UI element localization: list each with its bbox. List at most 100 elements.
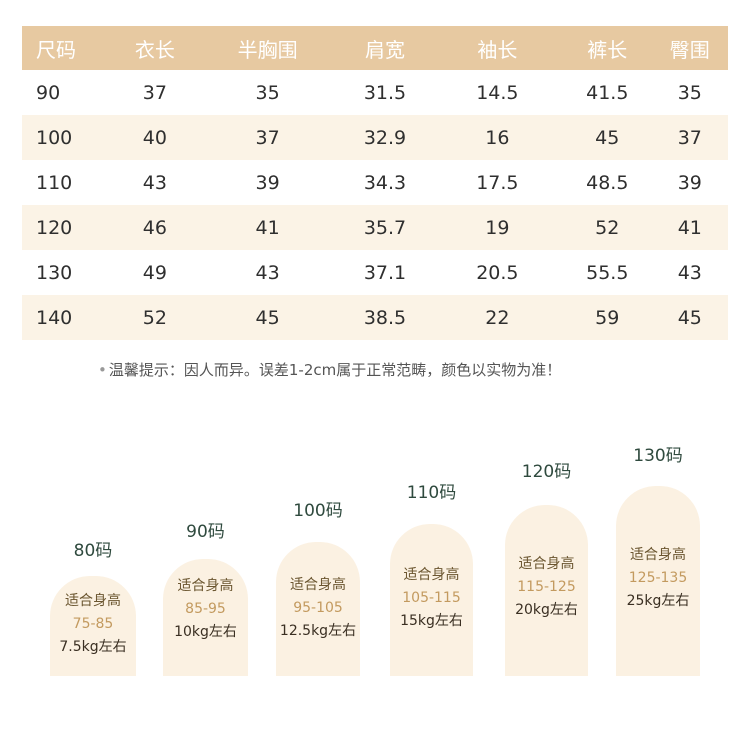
weight-value: 12.5kg左右 xyxy=(279,623,357,639)
table-row: 140 52 45 38.5 22 59 45 xyxy=(22,295,728,340)
size-info: 适合身高 75-85 7.5kg左右 xyxy=(50,590,136,659)
table-cell: 22 xyxy=(431,295,563,340)
height-range: 105-115 xyxy=(402,590,461,606)
size-label: 100码 xyxy=(293,501,343,521)
table-row: 100 40 37 32.9 16 45 37 xyxy=(22,115,728,160)
table-row: 130 49 43 37.1 20.5 55.5 43 xyxy=(22,250,728,295)
size-guide-110: 110码 适合身高 105-115 15kg左右 xyxy=(390,478,473,676)
height-range: 125-135 xyxy=(628,570,688,586)
table-cell: 59 xyxy=(562,295,652,340)
table-cell: 90 xyxy=(36,81,61,104)
size-chart-table: 尺码 衣长 半胸围 肩宽 袖长 裤长 臀围 90 37 35 31.5 14.5… xyxy=(22,26,728,340)
fit-height-label: 适合身高 xyxy=(518,556,575,572)
tip-text: 温馨提示：因人而异。误差1-2cm属于正常范畴，颜色以实物为准！ xyxy=(108,361,562,379)
table-cell: 37.1 xyxy=(363,261,407,284)
table-cell: 37 xyxy=(651,115,728,160)
header-pants-length: 裤长 xyxy=(562,26,652,70)
fit-height-label: 适合身高 xyxy=(65,593,121,609)
table-cell: 52 xyxy=(562,205,652,250)
size-guide-80: 80码 适合身高 75-85 7.5kg左右 xyxy=(50,536,136,676)
table-cell: 100 xyxy=(22,115,113,160)
table-cell: 37 xyxy=(142,81,167,104)
weight-value: 10kg左右 xyxy=(174,624,237,640)
size-guide-120: 120码 适合身高 115-125 20kg左右 xyxy=(505,457,588,676)
size-arch: 适合身高 105-115 15kg左右 xyxy=(390,524,473,676)
size-info: 适合身高 85-95 10kg左右 xyxy=(163,575,248,644)
table-cell: 17.5 xyxy=(476,171,519,194)
table-cell: 20.5 xyxy=(476,261,519,284)
header-shoulder: 肩宽 xyxy=(338,26,432,70)
table-cell: 39 xyxy=(255,171,280,194)
table-header-row: 尺码 衣长 半胸围 肩宽 袖长 裤长 臀围 xyxy=(22,26,728,70)
table-cell: 49 xyxy=(142,261,167,284)
table-cell: 34.3 xyxy=(363,171,407,194)
fit-height-label: 适合身高 xyxy=(403,567,460,583)
table-cell: 38.5 xyxy=(338,295,432,340)
height-range: 75-85 xyxy=(72,616,114,632)
header-hip: 臀围 xyxy=(651,26,728,70)
size-info: 适合身高 105-115 15kg左右 xyxy=(390,564,473,633)
table-cell: 37 xyxy=(196,115,339,160)
table-cell: 19 xyxy=(431,205,563,250)
weight-value: 20kg左右 xyxy=(515,602,578,618)
table-cell: 16 xyxy=(431,115,563,160)
size-arch: 适合身高 85-95 10kg左右 xyxy=(163,559,248,676)
table-row: 120 46 41 35.7 19 52 41 xyxy=(22,205,728,250)
table-cell: 31.5 xyxy=(363,81,407,104)
size-label: 130码 xyxy=(633,446,683,466)
table-cell: 120 xyxy=(22,205,113,250)
size-label: 120码 xyxy=(521,462,572,482)
fit-height-label: 适合身高 xyxy=(290,577,346,593)
weight-value: 25kg左右 xyxy=(626,593,690,609)
table-cell: 35 xyxy=(255,81,280,104)
weight-value: 15kg左右 xyxy=(400,613,463,629)
table-cell: 46 xyxy=(112,205,197,250)
height-range: 85-95 xyxy=(185,601,226,617)
height-range: 115-125 xyxy=(517,579,576,595)
table-cell: 32.9 xyxy=(338,115,432,160)
table-cell: 40 xyxy=(112,115,197,160)
table-cell: 41 xyxy=(651,205,728,250)
header-sleeve: 袖长 xyxy=(431,26,563,70)
size-guide-90: 90码 适合身高 85-95 10kg左右 xyxy=(163,517,248,676)
table-cell: 45 xyxy=(651,295,728,340)
header-length: 衣长 xyxy=(112,26,197,70)
table-cell: 48.5 xyxy=(586,171,629,194)
height-range: 95-105 xyxy=(293,600,343,616)
fit-height-label: 适合身高 xyxy=(177,578,234,594)
table-cell: 35.7 xyxy=(338,205,432,250)
size-label: 90码 xyxy=(186,522,225,542)
size-label: 110码 xyxy=(406,483,457,503)
table-cell: 45 xyxy=(562,115,652,160)
size-info: 适合身高 95-105 12.5kg左右 xyxy=(276,574,360,643)
size-arch: 适合身高 75-85 7.5kg左右 xyxy=(50,576,136,676)
tip-bullet: • xyxy=(98,361,107,379)
size-arch: 适合身高 115-125 20kg左右 xyxy=(505,505,588,676)
size-arch: 适合身高 125-135 25kg左右 xyxy=(616,486,700,676)
table-cell: 41 xyxy=(196,205,339,250)
table-cell: 52 xyxy=(112,295,197,340)
table-cell: 39 xyxy=(677,171,702,194)
tip-note: • 温馨提示：因人而异。误差1-2cm属于正常范畴，颜色以实物为准！ xyxy=(98,359,561,380)
size-guide-130: 130码 适合身高 125-135 25kg左右 xyxy=(616,441,700,676)
table-cell: 110 xyxy=(36,171,73,194)
fit-height-label: 适合身高 xyxy=(630,547,686,563)
table-cell: 41.5 xyxy=(586,81,629,104)
table-cell: 35 xyxy=(677,81,702,104)
table-cell: 43 xyxy=(255,261,280,284)
table-cell: 45 xyxy=(196,295,339,340)
size-info: 适合身高 125-135 25kg左右 xyxy=(616,544,700,613)
size-guide-100: 100码 适合身高 95-105 12.5kg左右 xyxy=(276,496,360,676)
table-row: 90 37 35 31.5 14.5 41.5 35 xyxy=(22,70,728,115)
table-cell: 43 xyxy=(142,171,167,194)
weight-value: 7.5kg左右 xyxy=(59,639,127,655)
table-cell: 55.5 xyxy=(586,261,629,284)
table-row: 110 43 39 34.3 17.5 48.5 39 xyxy=(22,160,728,205)
table-cell: 43 xyxy=(677,261,702,284)
table-cell: 130 xyxy=(36,261,73,284)
size-arch: 适合身高 95-105 12.5kg左右 xyxy=(276,542,360,676)
table-cell: 140 xyxy=(22,295,113,340)
size-label: 80码 xyxy=(73,541,113,561)
table-cell: 14.5 xyxy=(476,81,519,104)
header-half-chest: 半胸围 xyxy=(196,26,339,70)
